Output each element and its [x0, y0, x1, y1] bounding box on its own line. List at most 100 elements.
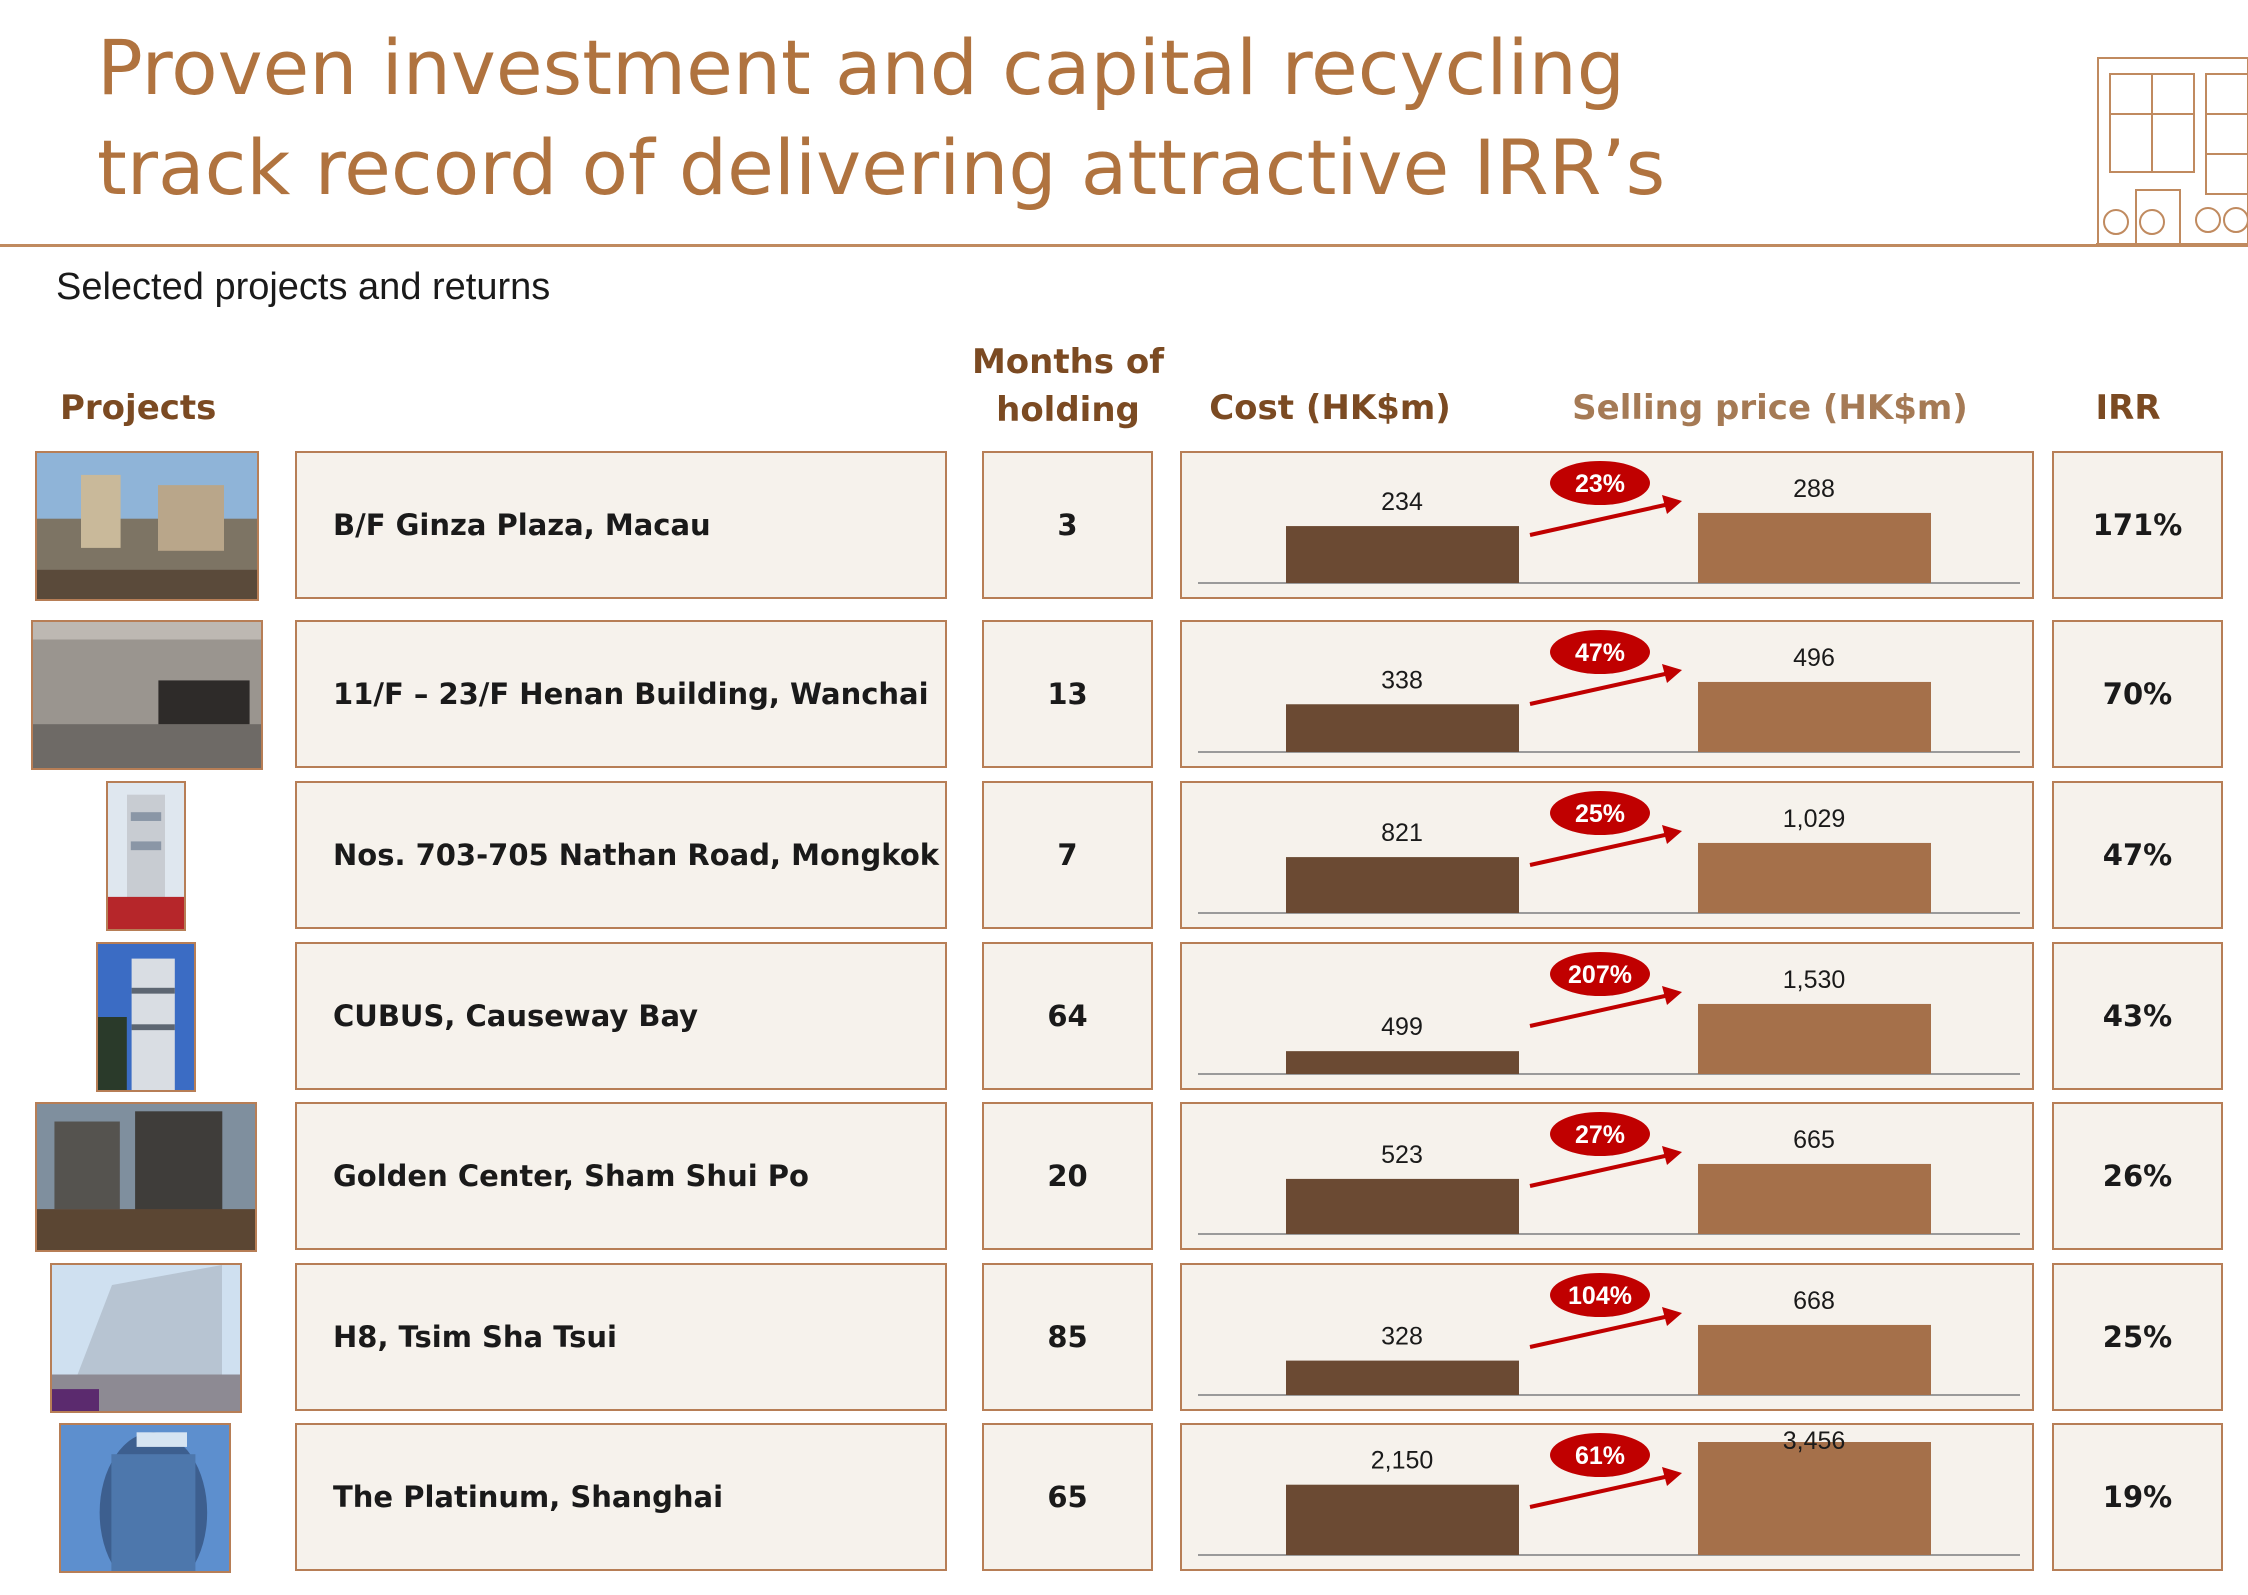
months-of-holding: 20	[982, 1102, 1153, 1250]
column-header-months: Months of holding	[960, 338, 1176, 434]
months-of-holding: 7	[982, 781, 1153, 929]
selling-price-bar	[1698, 681, 1931, 752]
months-of-holding: 85	[982, 1263, 1153, 1411]
column-header-selling-price: Selling price (HK$m)	[1572, 388, 1968, 428]
irr-value: 70%	[2052, 620, 2223, 768]
project-photo	[50, 1263, 242, 1413]
gain-percentage: 104%	[1568, 1282, 1632, 1310]
project-photo	[35, 1102, 257, 1252]
growth-arrow-line	[1529, 992, 1675, 1028]
arrow-head-icon	[1662, 986, 1682, 1005]
bar-chart-svg: 234 288 23%	[1198, 461, 2020, 584]
cost-value-label: 338	[1381, 666, 1423, 694]
selling-price-bar	[1698, 512, 1931, 583]
months-header-line-2: holding	[996, 390, 1140, 430]
selling-price-value-label: 496	[1793, 644, 1835, 672]
growth-arrow-line	[1529, 831, 1675, 867]
tower-icon	[98, 944, 194, 1090]
project-photo	[96, 942, 196, 1092]
page-title: Proven investment and capital recycling …	[97, 18, 1997, 218]
cost-value-label: 234	[1381, 488, 1423, 516]
growth-arrow-line	[1529, 670, 1675, 706]
bar-chart-svg: 499 1,530 207%	[1198, 952, 2020, 1075]
gain-percentage: 23%	[1575, 470, 1625, 498]
street-scene-icon	[37, 1104, 255, 1250]
cost-value-label: 821	[1381, 819, 1423, 847]
column-header-irr: IRR	[2095, 388, 2161, 428]
months-of-holding: 65	[982, 1423, 1153, 1571]
project-name: The Platinum, Shanghai	[295, 1423, 947, 1571]
gain-badge: 25%	[1550, 791, 1650, 835]
gain-percentage: 27%	[1575, 1121, 1625, 1149]
title-line-2: track record of delivering attractive IR…	[97, 123, 1666, 212]
gain-badge-shape	[1550, 791, 1650, 835]
project-photo	[59, 1423, 231, 1573]
arrow-head-icon	[1662, 825, 1682, 844]
bar-chart-svg: 328 668 104%	[1198, 1273, 2020, 1396]
selling-price-bar	[1698, 1324, 1931, 1395]
gain-badge-shape	[1550, 1112, 1650, 1156]
glass-tower-icon	[61, 1425, 229, 1571]
gain-badge: 23%	[1550, 461, 1650, 505]
cost-vs-selling-chart: 2,150 3,456 61%	[1180, 1423, 2034, 1571]
bar-chart-svg: 338 496 47%	[1198, 630, 2020, 753]
arrow-head-icon	[1662, 495, 1682, 514]
cost-vs-selling-chart: 523 665 27%	[1180, 1102, 2034, 1250]
growth-arrow-line	[1529, 1313, 1675, 1349]
growth-arrow-line	[1529, 501, 1675, 537]
irr-value: 26%	[2052, 1102, 2223, 1250]
irr-value: 47%	[2052, 781, 2223, 929]
bar-chart-svg: 523 665 27%	[1198, 1112, 2020, 1235]
title-divider	[0, 244, 2248, 247]
gain-badge: 104%	[1550, 1273, 1650, 1317]
selling-price-bar	[1698, 1163, 1931, 1234]
project-name: 11/F – 23/F Henan Building, Wanchai	[295, 620, 947, 768]
project-photo	[31, 620, 263, 770]
gain-badge-shape	[1550, 1273, 1650, 1317]
cost-bar	[1286, 1051, 1519, 1074]
cost-vs-selling-chart: 338 496 47%	[1180, 620, 2034, 768]
cost-bar	[1286, 1360, 1519, 1395]
gain-percentage: 207%	[1568, 961, 1632, 989]
months-of-holding: 3	[982, 451, 1153, 599]
selling-price-value-label: 3,456	[1783, 1427, 1846, 1455]
gain-badge-shape	[1550, 1433, 1650, 1477]
project-name: B/F Ginza Plaza, Macau	[295, 451, 947, 599]
cost-vs-selling-chart: 234 288 23%	[1180, 451, 2034, 599]
gain-badge-shape	[1550, 952, 1650, 996]
irr-value: 25%	[2052, 1263, 2223, 1411]
bar-chart-svg: 2,150 3,456 61%	[1198, 1427, 2020, 1556]
cost-value-label: 2,150	[1371, 1447, 1434, 1475]
selling-price-bar	[1698, 842, 1931, 913]
gain-percentage: 61%	[1575, 1442, 1625, 1470]
gain-badge: 207%	[1550, 952, 1650, 996]
cost-value-label: 328	[1381, 1323, 1423, 1351]
cost-value-label: 499	[1381, 1013, 1423, 1041]
months-of-holding: 13	[982, 620, 1153, 768]
gain-badge-shape	[1550, 630, 1650, 674]
bar-chart-svg: 821 1,029 25%	[1198, 791, 2020, 914]
project-name: Golden Center, Sham Shui Po	[295, 1102, 947, 1250]
cost-value-label: 523	[1381, 1141, 1423, 1169]
growth-arrow-line	[1529, 1152, 1675, 1188]
column-header-projects: Projects	[60, 388, 217, 428]
arrow-head-icon	[1662, 664, 1682, 683]
tower-icon	[108, 783, 184, 929]
street-scene-icon	[37, 453, 257, 599]
irr-value: 171%	[2052, 451, 2223, 599]
growth-arrow-line	[1529, 1473, 1675, 1509]
months-of-holding: 64	[982, 942, 1153, 1090]
selling-price-value-label: 1,530	[1783, 966, 1846, 994]
selling-price-bar	[1698, 1003, 1931, 1074]
selling-price-value-label: 1,029	[1783, 805, 1846, 833]
cost-bar	[1286, 704, 1519, 752]
arrow-head-icon	[1662, 1146, 1682, 1165]
section-subtitle: Selected projects and returns	[56, 266, 551, 308]
cost-bar	[1286, 1178, 1519, 1234]
months-header-line-1: Months of	[971, 342, 1165, 382]
gain-badge: 61%	[1550, 1433, 1650, 1477]
project-name: CUBUS, Causeway Bay	[295, 942, 947, 1090]
selling-price-value-label: 668	[1793, 1287, 1835, 1315]
arrow-head-icon	[1662, 1307, 1682, 1326]
arrow-head-icon	[1662, 1467, 1682, 1486]
